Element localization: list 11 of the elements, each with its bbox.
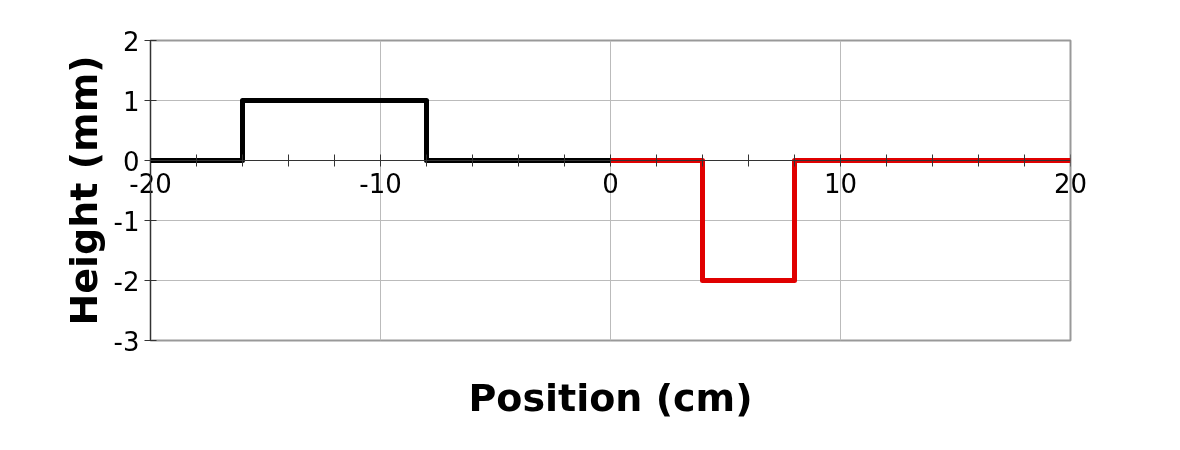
x-tick-label: -10 bbox=[359, 168, 402, 199]
y-tick-label: -3 bbox=[113, 326, 140, 357]
y-tick-label: -2 bbox=[113, 266, 140, 297]
y-tick-label: -1 bbox=[113, 206, 140, 237]
y-tick-label: 2 bbox=[122, 26, 140, 57]
y-axis-title: Height (mm) bbox=[61, 55, 106, 326]
x-tick-label: 10 bbox=[823, 168, 858, 199]
x-tick-label: 0 bbox=[602, 168, 619, 199]
x-axis-title: Position (cm) bbox=[468, 375, 753, 420]
y-tick-label: 1 bbox=[122, 86, 140, 117]
x-tick-label: 20 bbox=[1053, 168, 1088, 199]
